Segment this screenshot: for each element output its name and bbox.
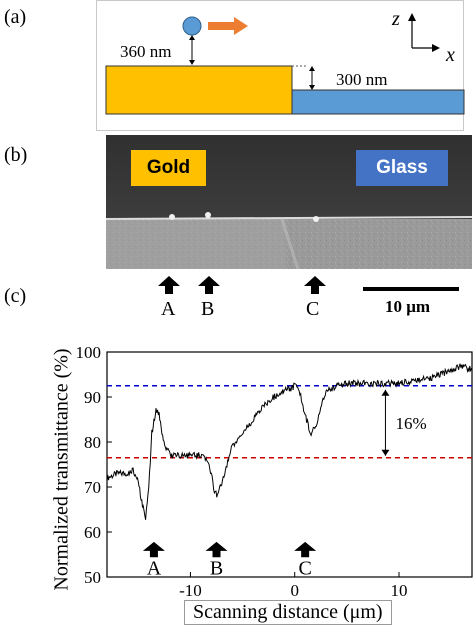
panel-b-label: (b)	[4, 144, 27, 167]
y-tick-label: 90	[84, 388, 101, 407]
x-tick-label: -10	[179, 581, 202, 600]
gap-label: 360 nm	[120, 42, 171, 62]
x-tick-label: 0	[290, 581, 299, 600]
x-axis-label: x	[446, 44, 455, 67]
gold-label: Gold	[147, 157, 190, 179]
sem-gold-region	[106, 219, 286, 269]
y-axis-title: Normalized transmittance (%)	[51, 340, 74, 600]
chart-marker-a-arrow-icon	[143, 542, 165, 557]
marker-b-arrow-icon	[198, 276, 220, 294]
difference-arrow-down-icon	[381, 450, 389, 456]
step-label: 300 nm	[336, 70, 387, 90]
marker-c-arrow-icon	[304, 276, 326, 294]
panel-a-label: (a)	[4, 6, 26, 29]
marker-b-label: B	[201, 298, 214, 321]
gold-layer	[106, 66, 292, 114]
difference-label: 16%	[395, 414, 426, 433]
marker-a-label: A	[161, 298, 175, 321]
sem-particle-b	[205, 212, 211, 218]
glass-label: Glass	[376, 157, 428, 179]
x-tick-label: 10	[391, 581, 408, 600]
y-tick-label: 80	[84, 433, 101, 452]
panel-c-label: (c)	[4, 285, 26, 308]
y-tick-label: 100	[76, 343, 102, 362]
transmittance-series-line	[107, 364, 472, 520]
schematic-diagram	[96, 0, 466, 132]
glass-label-box: Glass	[356, 150, 448, 186]
chart-annotations: 16% A B C	[143, 390, 427, 580]
marker-c-label: C	[306, 298, 319, 321]
scale-bar-label: 10 μm	[385, 297, 430, 317]
sem-particle-a	[169, 214, 175, 220]
gold-label-box: Gold	[131, 150, 206, 186]
y-tick-label: 50	[84, 568, 101, 587]
chart-marker-a-label: A	[147, 557, 162, 579]
scale-bar	[363, 287, 459, 291]
y-tick-label: 70	[84, 478, 101, 497]
chart-marker-c-label: C	[298, 557, 311, 579]
probe-tip-icon	[183, 17, 201, 35]
chart-marker-b-arrow-icon	[206, 542, 228, 557]
sem-particle-c	[313, 216, 319, 222]
glass-substrate	[292, 90, 464, 114]
chart-marker-c-arrow-icon	[294, 542, 316, 557]
z-axis-label: z	[392, 8, 400, 31]
x-axis-title: Scanning distance (μm)	[184, 600, 392, 625]
y-tick-label: 60	[84, 523, 101, 542]
difference-arrow-up-icon	[381, 390, 389, 396]
marker-a-arrow-icon	[158, 276, 180, 294]
chart-marker-b-label: B	[210, 557, 223, 579]
